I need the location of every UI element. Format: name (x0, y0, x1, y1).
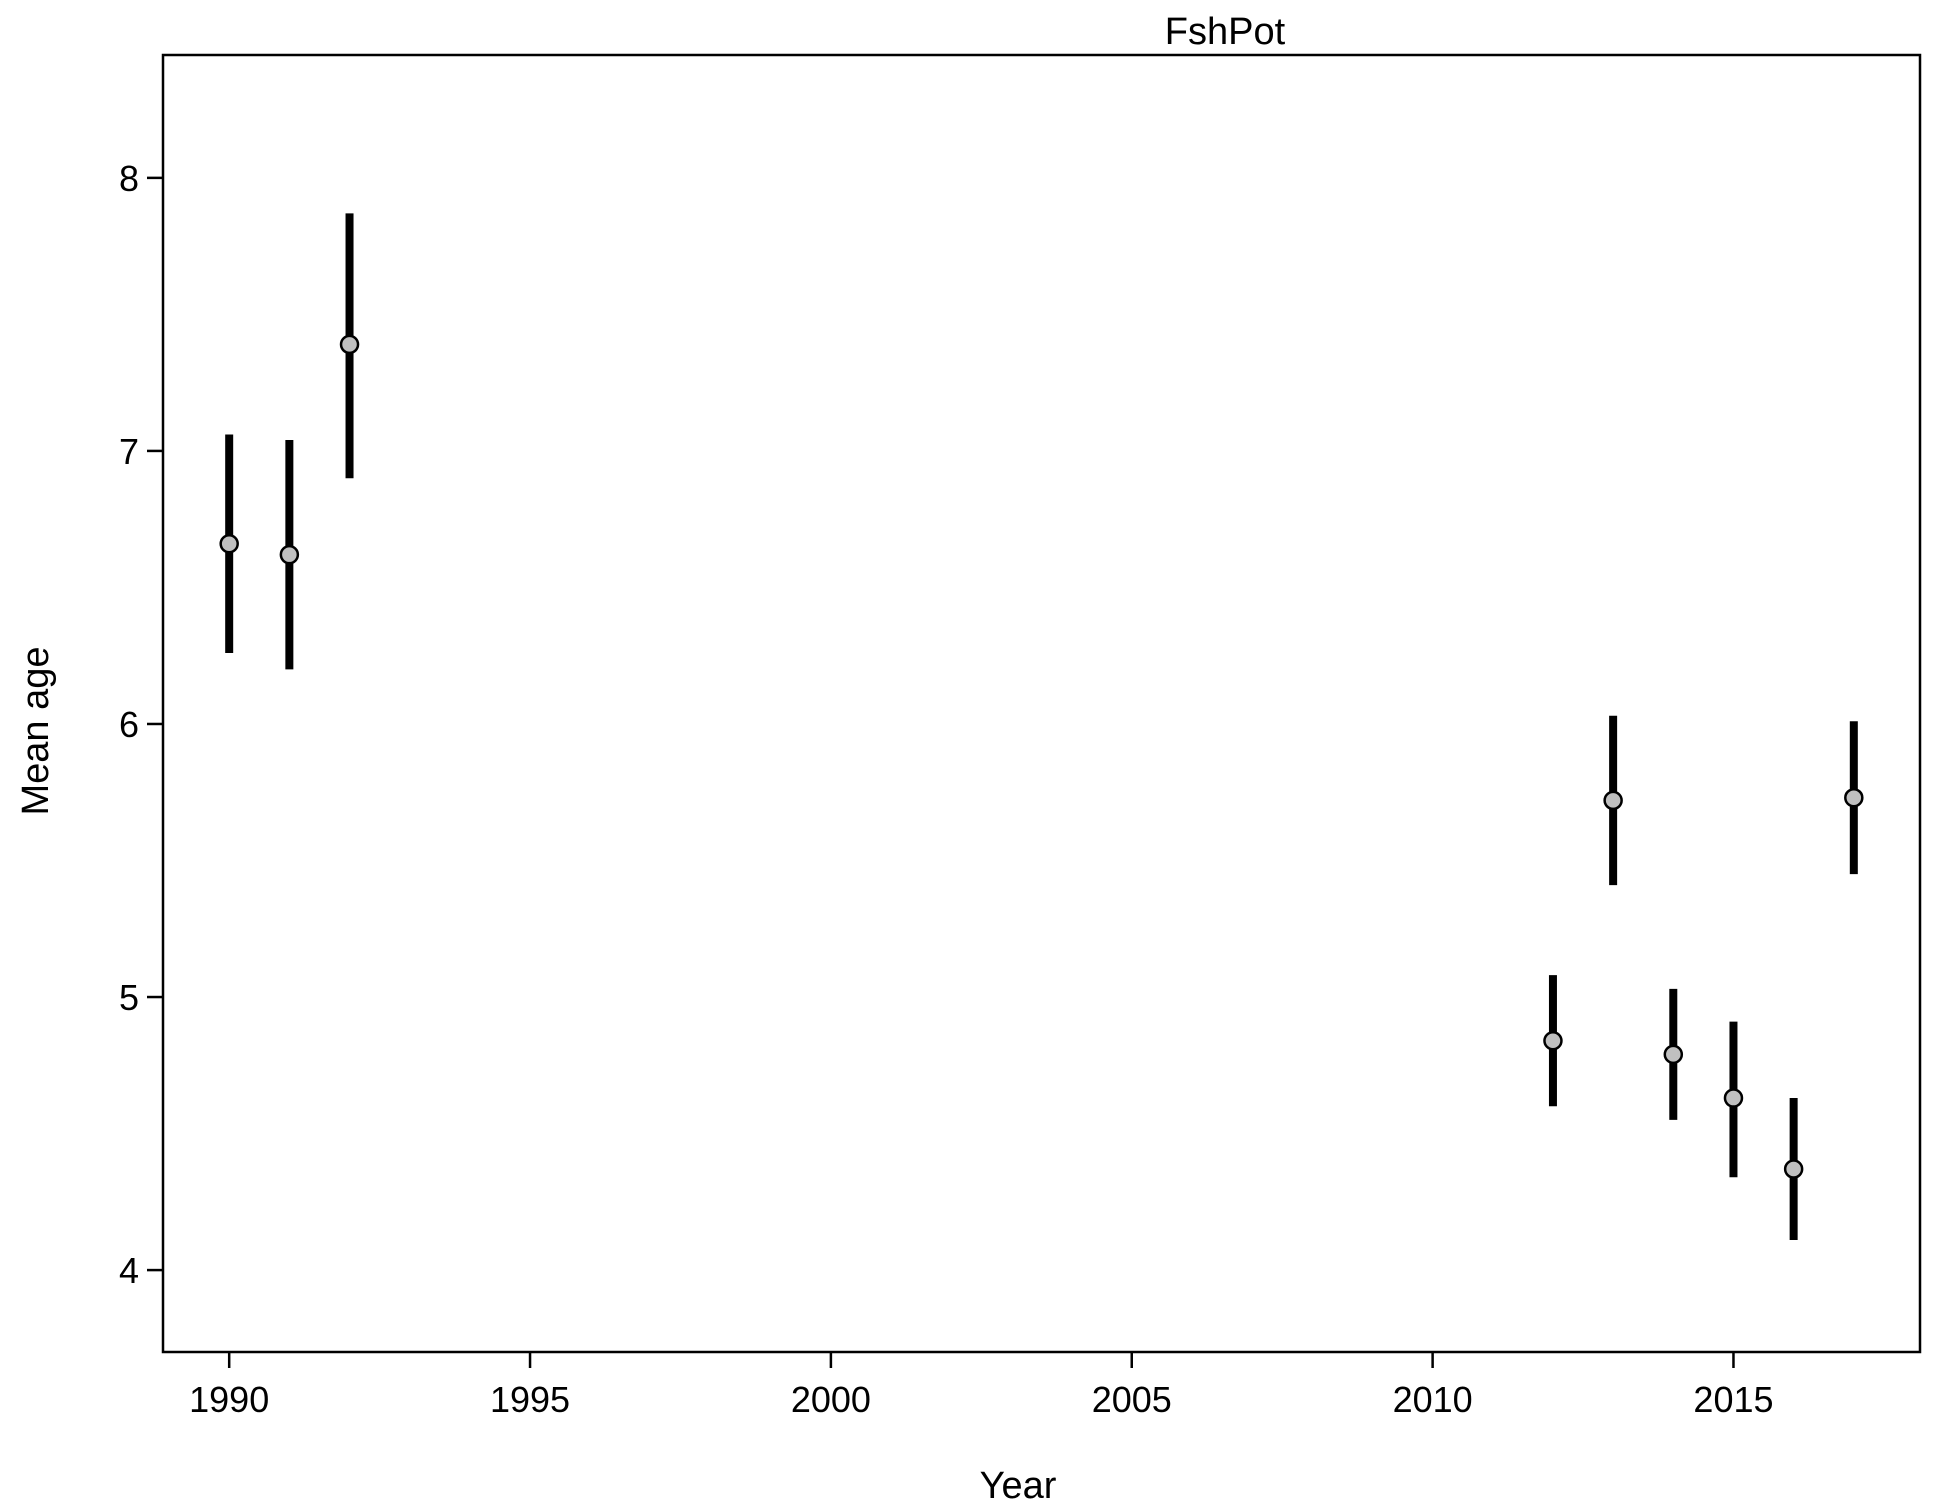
data-point-2012 (1543, 1030, 1563, 1051)
data-point-1990 (219, 534, 239, 554)
y-axis-title: Mean age (15, 646, 57, 815)
data-point-2014 (1663, 1044, 1684, 1065)
y-tick-label: 6 (119, 704, 139, 745)
y-axis: 4 5 6 7 8 (119, 158, 163, 1291)
data-point-1992 (339, 334, 360, 355)
data-point-2016 (1783, 1159, 1804, 1179)
x-tick-label: 2000 (791, 1379, 871, 1420)
data-point-2015 (1723, 1088, 1744, 1108)
x-tick-label: 2005 (1092, 1379, 1172, 1420)
y-tick-label: 8 (119, 158, 139, 199)
chart-title: FshPot (1165, 11, 1286, 53)
y-tick-label: 7 (119, 431, 139, 472)
x-axis-title: Year (980, 1465, 1057, 1500)
x-tick-label: 2015 (1693, 1379, 1773, 1420)
x-axis: 1990 1995 2000 2005 2010 2015 (189, 1352, 1774, 1420)
data-point-2013 (1603, 790, 1623, 811)
y-tick-label: 5 (119, 977, 139, 1018)
data-points (219, 334, 1864, 1179)
y-tick-label: 4 (119, 1250, 139, 1291)
x-tick-label: 2010 (1393, 1379, 1473, 1420)
data-point-1991 (279, 544, 300, 565)
plot-frame (161, 53, 1922, 1354)
x-tick-label: 1995 (490, 1379, 570, 1420)
x-tick-label: 1990 (189, 1379, 269, 1420)
data-point-2017 (1844, 787, 1864, 808)
